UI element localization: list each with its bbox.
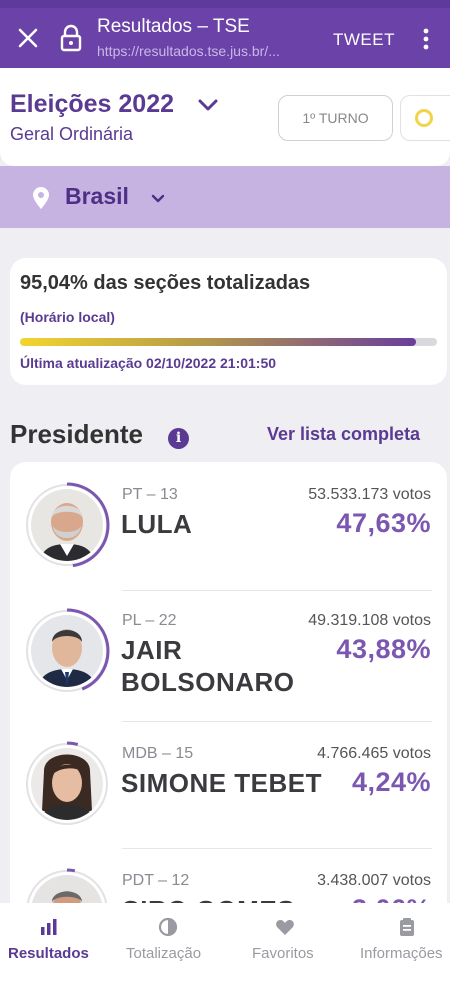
- last-update: Última atualização 02/10/2022 21:01:50: [20, 355, 277, 371]
- divider: [122, 590, 432, 591]
- progress-bar-fill: [20, 338, 417, 346]
- election-header: Eleições 2022 Geral Ordinária 1º TURNO: [0, 68, 450, 166]
- candidate-row[interactable]: PT – 13 LULA 53.533.173 votos 47,63%: [10, 462, 447, 590]
- turno-button[interactable]: 1º TURNO: [278, 95, 393, 141]
- lock-icon: [60, 24, 82, 52]
- candidate-party: PDT – 12: [122, 872, 190, 889]
- candidate-name-line: BOLSONARO: [121, 667, 295, 697]
- vote-share-ring: [24, 741, 110, 827]
- vote-share-ring: [24, 482, 110, 568]
- see-full-list-link[interactable]: Ver lista completa: [267, 424, 421, 444]
- nav-label: Favoritos: [252, 945, 314, 962]
- chevron-down-icon: [151, 194, 165, 203]
- section-title: Presidente: [10, 419, 143, 449]
- candidate-votes: 4.766.465 votos: [317, 745, 431, 762]
- candidate-row[interactable]: MDB – 15 SIMONE TEBET 4.766.465 votos 4,…: [10, 721, 447, 848]
- turno-2-button[interactable]: [400, 95, 450, 141]
- candidates-card: PT – 13 LULA 53.533.173 votos 47,63% PL …: [10, 462, 447, 922]
- close-icon[interactable]: [12, 22, 44, 54]
- candidate-name: LULA: [121, 508, 192, 540]
- candidate-percent: 47,63%: [336, 508, 431, 538]
- more-options-icon[interactable]: [414, 26, 438, 52]
- election-subtitle: Geral Ordinária: [10, 124, 134, 144]
- candidate-name: SIMONE TEBET: [121, 767, 322, 799]
- candidate-name-line: LULA: [121, 509, 193, 539]
- status-ring-icon: [415, 109, 433, 127]
- heart-icon: [276, 920, 294, 935]
- candidate-photo-lula: [24, 482, 110, 568]
- candidate-party: PT – 13: [122, 486, 178, 503]
- status-bar: [0, 0, 450, 8]
- candidate-votes: 53.533.173 votos: [308, 486, 431, 503]
- candidate-party: PL – 22: [122, 612, 177, 629]
- location-selector[interactable]: Brasil: [0, 166, 450, 228]
- nav-favoritos[interactable]: Favoritos: [240, 903, 330, 983]
- nav-totalizacao[interactable]: Totalização: [120, 903, 216, 983]
- location-name: Brasil: [65, 183, 129, 209]
- location-pin-icon: [33, 187, 49, 209]
- nav-label: Resultados: [8, 945, 89, 962]
- vote-share-ring: [24, 868, 110, 922]
- nav-label: Informações: [360, 945, 443, 962]
- half-circle-icon: [158, 917, 178, 937]
- bar-chart-icon: [41, 919, 57, 935]
- candidate-percent: 4,24%: [351, 767, 431, 797]
- progress-bar: [20, 338, 437, 346]
- candidate-votes: 3.438.007 votos: [317, 872, 431, 889]
- browser-page-title: Resultados – TSE: [97, 16, 250, 37]
- system-navigation-bar: [0, 983, 450, 1000]
- candidate-votes: 49.319.108 votos: [308, 612, 431, 629]
- nav-label: Totalização: [126, 945, 202, 962]
- nav-informacoes[interactable]: Informações: [350, 903, 450, 983]
- candidate-name: JAIR BOLSONARO: [121, 634, 295, 698]
- candidate-name-line: SIMONE TEBET: [121, 768, 323, 798]
- candidate-photo-bolsonaro: [24, 608, 110, 694]
- candidate-percent: 43,88%: [336, 634, 431, 664]
- clipboard-icon: [400, 918, 414, 936]
- nav-resultados[interactable]: Resultados: [0, 903, 98, 983]
- local-time-note: (Horário local): [20, 309, 115, 325]
- info-icon[interactable]: i: [168, 428, 189, 449]
- candidate-row[interactable]: PL – 22 JAIR BOLSONARO 49.319.108 votos …: [10, 590, 447, 721]
- progress-headline: 95,04% das seções totalizadas: [20, 272, 311, 294]
- candidate-photo-tebet: [24, 741, 110, 827]
- candidate-name-line: JAIR: [121, 635, 183, 665]
- vote-share-ring: [24, 608, 110, 694]
- divider: [122, 721, 432, 722]
- browser-toolbar: Resultados – TSE https://resultados.tse.…: [0, 8, 450, 68]
- chevron-down-icon[interactable]: [196, 96, 220, 114]
- tweet-button[interactable]: TWEET: [333, 30, 395, 49]
- browser-url[interactable]: https://resultados.tse.jus.br/...: [97, 43, 280, 59]
- bottom-navigation: Resultados Totalização Favoritos Informa…: [0, 903, 450, 983]
- totalization-progress-card: 95,04% das seções totalizadas (Horário l…: [10, 258, 447, 385]
- candidate-party: MDB – 15: [122, 745, 194, 762]
- election-title[interactable]: Eleições 2022: [10, 90, 175, 118]
- divider: [122, 848, 432, 849]
